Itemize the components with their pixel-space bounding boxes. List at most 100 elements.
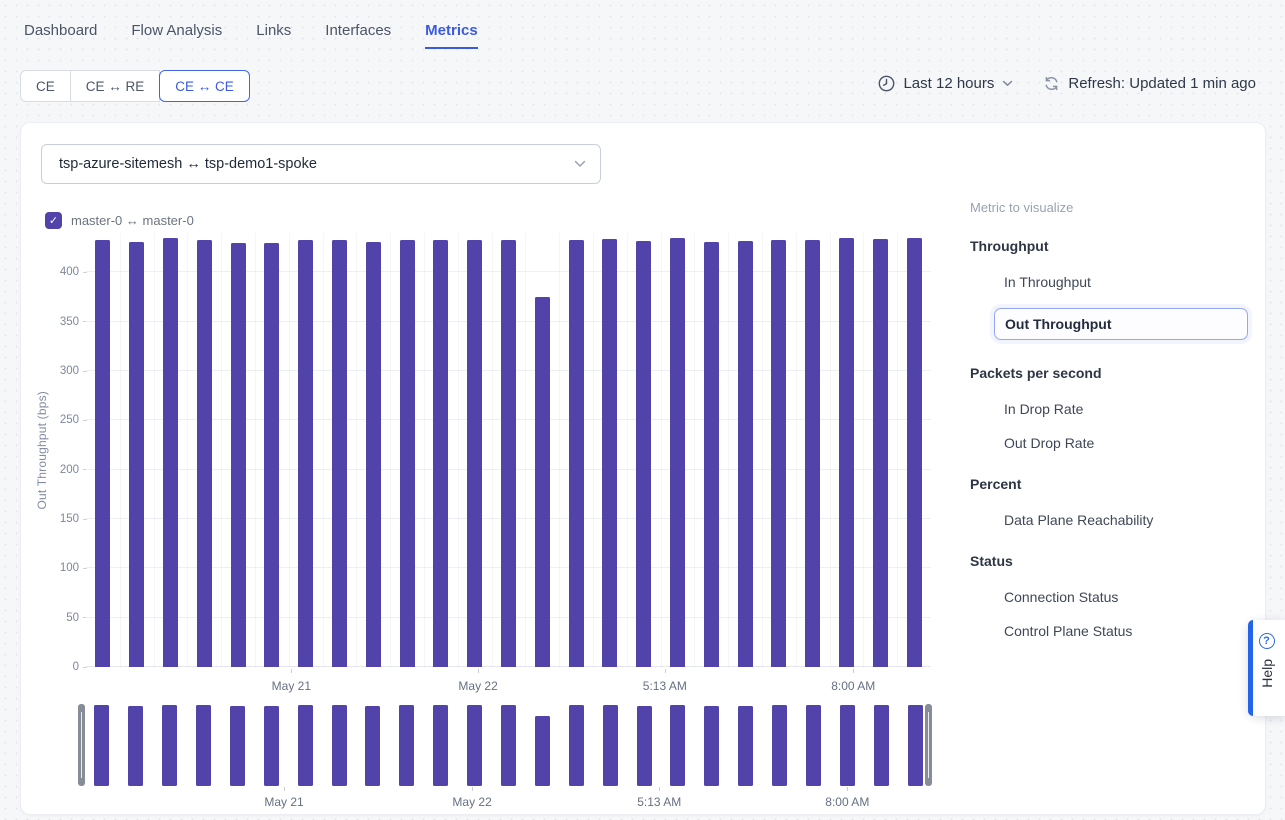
chart-bar[interactable] <box>467 240 482 667</box>
overview-bar[interactable] <box>704 706 719 786</box>
chart-bar[interactable] <box>839 238 854 667</box>
chart-bar[interactable] <box>95 240 110 667</box>
overview-bar[interactable] <box>94 705 109 786</box>
y-axis-tick-label: 350 <box>60 316 79 328</box>
overview-bar[interactable] <box>399 705 414 786</box>
series-checkbox-label: master-0 ↔ master-0 <box>71 213 194 228</box>
x-axis-tick-label: 5:13 AM <box>637 795 681 809</box>
chart-bar[interactable] <box>873 239 888 667</box>
nav-item-metrics[interactable]: Metrics <box>425 22 478 49</box>
v-gridline <box>627 233 628 667</box>
overview-bar[interactable] <box>298 705 313 786</box>
overview-bar[interactable] <box>264 706 279 786</box>
y-axis-tick-label: 250 <box>60 414 79 426</box>
nav-item-links[interactable]: Links <box>256 22 291 47</box>
chart-bar[interactable] <box>602 239 617 667</box>
overview-bar[interactable] <box>332 705 347 786</box>
metric-option-in-drop-rate[interactable]: In Drop Rate <box>1004 401 1268 417</box>
v-gridline <box>255 233 256 667</box>
overview-bar[interactable] <box>230 706 245 786</box>
metric-option-in-throughput[interactable]: In Throughput <box>1004 274 1268 290</box>
chart-bar[interactable] <box>738 241 753 667</box>
overview-bar[interactable] <box>637 706 652 787</box>
overview-bar[interactable] <box>874 705 889 786</box>
series-checkbox[interactable]: ✓ <box>45 212 62 229</box>
chart-bar[interactable] <box>264 243 279 667</box>
chart-bar[interactable] <box>332 240 347 667</box>
site-pair-select[interactable]: tsp-azure-sitemesh ↔ tsp-demo1-spoke <box>41 144 601 184</box>
chart-bar[interactable] <box>501 240 516 667</box>
overview-bar[interactable] <box>772 705 787 786</box>
tab-ce-re[interactable]: CE ↔ RE <box>71 70 161 102</box>
x-axis-tick-label: 5:13 AM <box>643 679 687 693</box>
x-axis-tick <box>291 669 292 673</box>
chart-bar[interactable] <box>433 240 448 667</box>
metric-option-out-throughput[interactable]: Out Throughput <box>994 308 1248 340</box>
nav-item-interfaces[interactable]: Interfaces <box>325 22 391 47</box>
overview-bar[interactable] <box>603 705 618 786</box>
brush-handle-right[interactable] <box>925 704 932 786</box>
chart-bar[interactable] <box>569 240 584 667</box>
v-gridline <box>390 233 391 667</box>
chart-bar[interactable] <box>366 242 381 667</box>
y-axis-tick-label: 200 <box>60 464 79 476</box>
help-button[interactable]: ? Help <box>1248 620 1285 716</box>
y-axis-tick-label: 300 <box>60 365 79 377</box>
chart-bar[interactable] <box>670 238 685 667</box>
y-axis-tick-label: 0 <box>73 661 79 673</box>
overview-bar[interactable] <box>162 705 177 786</box>
overview-bar[interactable] <box>569 705 584 786</box>
v-gridline <box>593 233 594 667</box>
chart-bar[interactable] <box>535 297 550 667</box>
chart-bar[interactable] <box>197 240 212 667</box>
overview-bar[interactable] <box>908 705 923 786</box>
refresh-icon <box>1043 75 1060 92</box>
overview-bar[interactable] <box>196 705 211 786</box>
chart-bar[interactable] <box>805 240 820 667</box>
metric-option-out-drop-rate[interactable]: Out Drop Rate <box>1004 435 1268 451</box>
overview-bar[interactable] <box>738 706 753 787</box>
overview-bar[interactable] <box>467 705 482 786</box>
chart-bar[interactable] <box>129 242 144 667</box>
metric-option-control-plane-status[interactable]: Control Plane Status <box>1004 623 1268 639</box>
overview-bar[interactable] <box>365 706 380 786</box>
nav-item-flow-analysis[interactable]: Flow Analysis <box>131 22 222 47</box>
nav-item-dashboard[interactable]: Dashboard <box>24 22 97 47</box>
tab-ce[interactable]: CE <box>20 70 71 102</box>
metric-group-heading-percent: Percent <box>970 476 1268 492</box>
brush-handle-left[interactable] <box>78 704 85 786</box>
x-axis-tick <box>659 787 660 791</box>
metric-option-connection-status[interactable]: Connection Status <box>1004 589 1268 605</box>
time-range-dropdown[interactable]: Last 12 hours <box>878 75 1013 92</box>
x-axis-tick-label: May 22 <box>458 679 497 693</box>
tab-ce-ce[interactable]: CE ↔ CE <box>159 70 250 102</box>
overview-bar[interactable] <box>535 716 550 786</box>
overview-bar[interactable] <box>670 705 685 786</box>
chart-bar[interactable] <box>771 240 786 667</box>
overview-bar[interactable] <box>806 705 821 786</box>
chart-bar[interactable] <box>636 241 651 667</box>
v-gridline <box>559 233 560 667</box>
overview-chart <box>85 704 932 786</box>
refresh-control[interactable]: Refresh: Updated 1 min ago <box>1043 75 1256 92</box>
chart-bar[interactable] <box>400 240 415 667</box>
overview-bar[interactable] <box>840 705 855 786</box>
v-gridline <box>796 233 797 667</box>
chart-bar[interactable] <box>163 238 178 667</box>
x-axis-tick-label: 8:00 AM <box>825 795 869 809</box>
chart-bar[interactable] <box>298 240 313 667</box>
metric-option-data-plane-reachability[interactable]: Data Plane Reachability <box>1004 512 1268 528</box>
chart-bar[interactable] <box>907 238 922 667</box>
overview-bar[interactable] <box>128 706 143 786</box>
v-gridline <box>323 233 324 667</box>
chart-bar[interactable] <box>231 243 246 667</box>
overview-bar[interactable] <box>433 705 448 786</box>
header-controls: Last 12 hours Refresh: Updated 1 min ago <box>878 75 1256 92</box>
v-gridline <box>221 233 222 667</box>
x-axis-tick <box>284 787 285 791</box>
chart-bar[interactable] <box>704 242 719 667</box>
overview-bar[interactable] <box>501 705 516 786</box>
metric-sidebar: Metric to visualize ThroughputIn Through… <box>970 200 1268 657</box>
y-axis-labels: 050100150200250300350400 <box>35 233 79 667</box>
sidebar-title: Metric to visualize <box>970 200 1268 215</box>
